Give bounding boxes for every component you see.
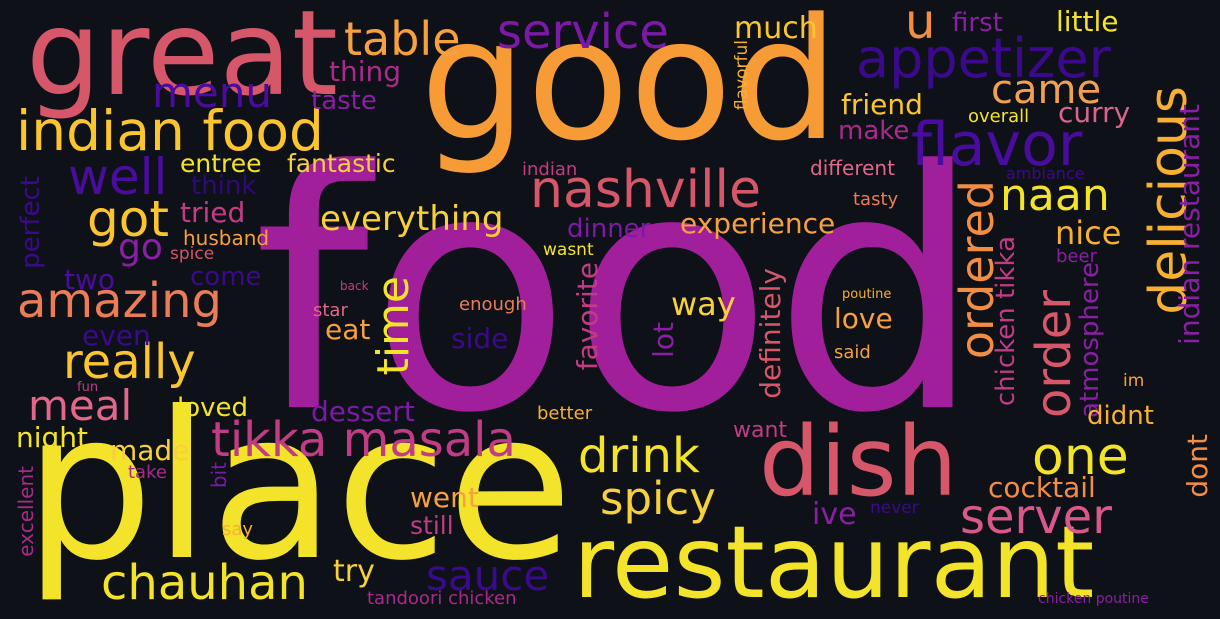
word-great: great xyxy=(26,0,338,122)
word-go: go xyxy=(118,227,163,268)
word-loved: loved xyxy=(177,393,249,423)
word-say: say xyxy=(222,519,254,540)
word-time: time xyxy=(368,276,419,376)
word-star: star xyxy=(313,300,348,321)
word-chicken-poutine: chicken poutine xyxy=(1038,591,1149,607)
word-tasty: tasty xyxy=(853,189,899,210)
word-bit: bit xyxy=(207,462,231,489)
word-sauce: sauce xyxy=(426,551,550,600)
word-menu: menu xyxy=(152,68,272,117)
word-good: good xyxy=(420,0,839,178)
word-overall: overall xyxy=(968,106,1030,127)
word-thing: thing xyxy=(329,55,402,88)
word-dinner: dinner xyxy=(567,214,651,244)
word-restaurant: restaurant xyxy=(573,504,1095,619)
word-went: went xyxy=(410,481,479,514)
word-appetizer: appetizer xyxy=(856,27,1111,90)
word-wasnt: wasnt xyxy=(543,240,594,260)
word-taste: taste xyxy=(311,86,377,116)
word-first: first xyxy=(952,8,1003,38)
word-much: much xyxy=(734,11,818,46)
word-way: way xyxy=(671,285,736,323)
word-tried: tried xyxy=(180,196,246,229)
word-chauhan: chauhan xyxy=(101,555,308,611)
word-excellent: excellent xyxy=(14,466,38,557)
word-curry: curry xyxy=(1058,96,1131,129)
word-came: came xyxy=(991,67,1102,113)
word-table: table xyxy=(344,12,461,66)
word-lot: lot xyxy=(647,322,680,358)
word-everything: everything xyxy=(320,199,504,239)
word-experience: experience xyxy=(680,207,836,240)
word-im: im xyxy=(1123,371,1145,391)
word-flavorful: flavorful xyxy=(732,40,752,111)
word-really: really xyxy=(63,334,196,390)
word-back: back xyxy=(340,279,369,293)
word-two: two xyxy=(64,263,116,296)
word-service: service xyxy=(497,4,669,60)
word-different: different xyxy=(810,156,895,180)
word-well: well xyxy=(68,148,168,206)
word-definitely: definitely xyxy=(754,268,787,399)
word-u: u xyxy=(905,0,936,50)
word-didnt: didnt xyxy=(1087,401,1154,431)
word-said: said xyxy=(834,342,871,363)
word-indian-food: indian food xyxy=(16,99,324,163)
word-indian: indian xyxy=(522,159,578,180)
word-never: never xyxy=(870,498,919,518)
word-dish: dish xyxy=(759,406,958,518)
word-little: little xyxy=(1056,5,1119,38)
word-chicken-tikka: chicken tikka xyxy=(991,236,1021,407)
word-tikka-masala: tikka masala xyxy=(211,412,516,468)
word-place: place xyxy=(24,369,573,606)
word-favorite: favorite xyxy=(571,262,604,371)
word-flavor: flavor xyxy=(911,110,1083,180)
word-naan: naan xyxy=(1000,170,1110,221)
word-make: make xyxy=(838,116,910,146)
word-take: take xyxy=(128,462,167,483)
word-spicy: spicy xyxy=(600,472,716,525)
word-perfect: perfect xyxy=(16,176,46,269)
word-night: night xyxy=(16,421,89,454)
word-fun: fun xyxy=(77,380,99,395)
word-fantastic: fantastic xyxy=(287,149,396,178)
word-beer: beer xyxy=(1056,246,1097,267)
word-entree: entree xyxy=(180,149,262,178)
word-better: better xyxy=(537,403,593,424)
word-eat: eat xyxy=(325,313,371,346)
word-tandoori-chicken: tandoori chicken xyxy=(367,588,517,609)
word-ive: ive xyxy=(812,497,857,532)
word-one: one xyxy=(1032,427,1129,487)
word-even: even xyxy=(82,319,151,352)
word-ambiance: ambiance xyxy=(1006,164,1085,183)
word-nashville: nashville xyxy=(530,160,761,220)
word-order: order xyxy=(1026,290,1082,418)
word-drink: drink xyxy=(578,428,700,484)
word-poutine: poutine xyxy=(842,287,892,302)
word-atmosphere: atmosphere xyxy=(1075,262,1105,418)
word-think: think xyxy=(191,171,257,201)
word-indian-restaurant: indian restaurant xyxy=(1173,104,1206,345)
word-love: love xyxy=(834,302,893,335)
word-server: server xyxy=(960,489,1112,545)
word-friend: friend xyxy=(841,88,923,121)
word-try: try xyxy=(333,554,375,589)
word-nice: nice xyxy=(1055,214,1122,252)
word-amazing: amazing xyxy=(17,273,223,329)
word-side: side xyxy=(451,322,509,355)
word-meal: meal xyxy=(28,381,133,430)
word-cocktail: cocktail xyxy=(988,471,1096,504)
word-husband: husband xyxy=(183,226,270,250)
word-spice: spice xyxy=(170,244,215,264)
word-enough: enough xyxy=(459,294,527,315)
word-dessert: dessert xyxy=(311,395,415,428)
word-got: got xyxy=(87,190,169,248)
word-still: still xyxy=(410,511,454,540)
word-dont: dont xyxy=(1181,434,1214,498)
word-want: want xyxy=(733,418,788,443)
word-made: made xyxy=(110,434,190,467)
word-food: food xyxy=(253,101,983,485)
word-come: come xyxy=(190,262,262,292)
